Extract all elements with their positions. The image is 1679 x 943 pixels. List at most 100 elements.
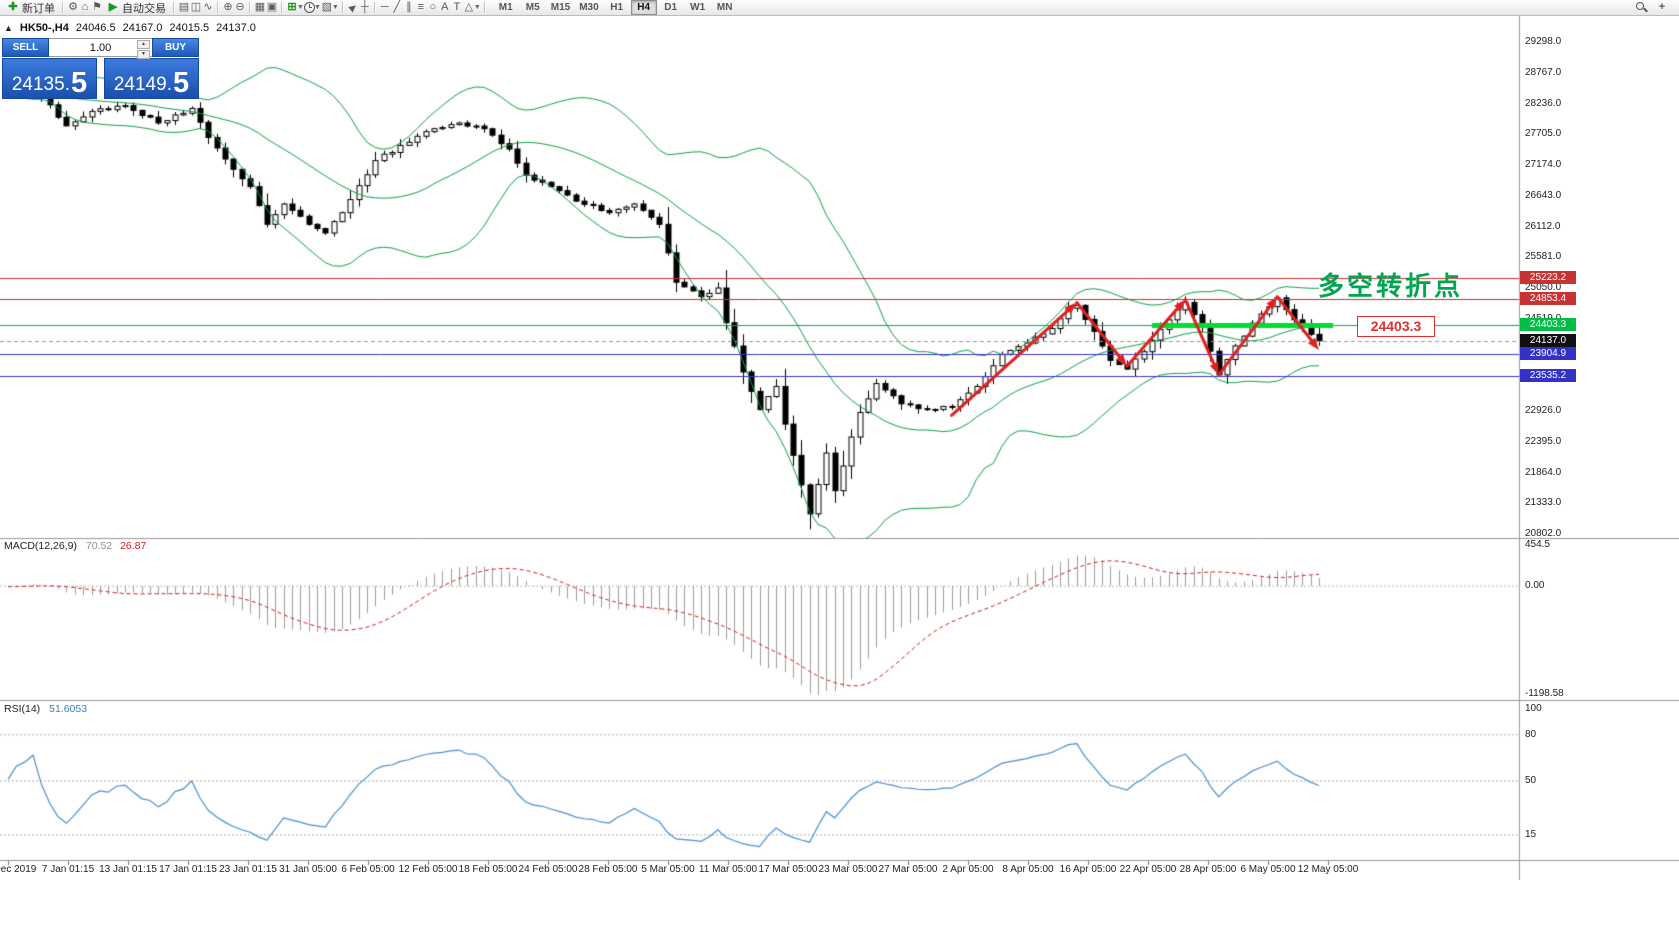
- periods-dropdown-caret[interactable]: ▼: [313, 4, 321, 11]
- date-axis-label: 5 Mar 05:00: [641, 864, 695, 875]
- templates-icon[interactable]: ▧: [321, 1, 333, 13]
- chart-area[interactable]: ▲ HK50-,H4 24046.5 24167.0 24015.5 24137…: [0, 16, 1679, 943]
- bar-chart-icon[interactable]: ▤: [178, 1, 190, 13]
- price-badge: 25223.2: [1520, 270, 1576, 284]
- candlestick-chart-icon[interactable]: ◫: [190, 1, 202, 13]
- new-chart-icon[interactable]: ⊞: [287, 1, 297, 13]
- templates-dropdown-caret[interactable]: ▼: [331, 4, 339, 11]
- search-icon[interactable]: [1635, 1, 1648, 14]
- date-axis-label: 31 Jan 05:00: [279, 864, 337, 875]
- toolbar-separator: [483, 2, 486, 13]
- toolbar-separator: [217, 2, 219, 13]
- fibonacci-icon[interactable]: ≡: [417, 1, 425, 13]
- timeframe-button-m5[interactable]: M5: [525, 2, 540, 13]
- buy-price-main: 24149.: [113, 74, 172, 95]
- shapes-dropdown-caret[interactable]: ▼: [473, 4, 481, 11]
- date-axis-label: 6 May 05:00: [1240, 864, 1296, 875]
- price-badge: 24137.0: [1520, 333, 1576, 347]
- toolbar-separator: [341, 2, 344, 13]
- date-axis-label: 8 Apr 05:00: [1002, 864, 1054, 875]
- rsi-axis-label: 100: [1525, 703, 1542, 714]
- volume-field[interactable]: 1.00 ▲ ▼: [49, 38, 152, 59]
- price-axis-label: 25050.0: [1525, 282, 1562, 293]
- timeframe-button-h4[interactable]: H4: [630, 0, 657, 15]
- timeframe-button-m30[interactable]: M30: [579, 2, 599, 13]
- text-icon[interactable]: A: [441, 1, 449, 13]
- date-axis-label: 12 Feb 05:00: [398, 864, 458, 875]
- price-badge: 24853.4: [1520, 292, 1576, 306]
- toolbar-separator: [249, 2, 251, 13]
- buy-price[interactable]: 24149. 5: [104, 58, 199, 99]
- price-axis-label: 28236.0: [1525, 97, 1562, 109]
- volume-down-button[interactable]: ▼: [137, 50, 150, 59]
- date-axis-label: 22 Apr 05:00: [1119, 864, 1177, 875]
- price-axis-label: 22395.0: [1525, 435, 1562, 447]
- macd-axis-label: -1198.58: [1525, 688, 1564, 700]
- chart-canvas[interactable]: [0, 16, 1679, 880]
- new-order-label: 新订单: [22, 2, 55, 15]
- autotrading-button[interactable]: ▶ 自动交易: [103, 1, 170, 15]
- periods-clock-icon[interactable]: [303, 2, 315, 13]
- date-axis-label: 30 Dec 2019: [0, 864, 37, 875]
- ellipse-icon[interactable]: ○: [429, 1, 437, 13]
- zoom-out-icon[interactable]: ⊖: [235, 1, 245, 13]
- price-axis-label: 28767.0: [1525, 66, 1562, 78]
- buy-price-big-digit: 5: [172, 67, 190, 99]
- horizontal-line-icon[interactable]: ─: [380, 1, 389, 13]
- profiles-icon[interactable]: ⌂: [81, 1, 89, 13]
- ohlc-open: 24046.5: [75, 22, 116, 34]
- one-click-trading-panel: SELL 1.00 ▲ ▼ BUY 24135. 5 24149. 5: [2, 38, 199, 99]
- add-indicator-icon[interactable]: +: [1658, 1, 1666, 13]
- sell-price[interactable]: 24135. 5: [2, 58, 97, 99]
- timeframe-button-m1[interactable]: M1: [498, 2, 513, 13]
- alerts-icon[interactable]: ⚑: [92, 1, 102, 13]
- price-badge: 23535.2: [1520, 368, 1576, 382]
- price-axis-label: 21864.0: [1525, 466, 1562, 478]
- price-axis-label: 26643.0: [1525, 189, 1562, 201]
- one-click-toggle[interactable]: ▲: [4, 23, 13, 33]
- channel-icon[interactable]: ∥: [406, 1, 412, 13]
- label-icon[interactable]: T: [453, 1, 461, 13]
- timeframe-button-d1[interactable]: D1: [664, 2, 678, 13]
- toolbar-separator: [62, 2, 64, 13]
- timeframe-button-mn[interactable]: MN: [716, 2, 733, 13]
- date-axis-label: 24 Feb 05:00: [518, 864, 578, 875]
- autotrading-play-icon: ▶: [108, 1, 118, 13]
- zoom-in-icon[interactable]: ⊕: [223, 1, 233, 13]
- date-axis-label: 12 May 05:00: [1297, 864, 1359, 875]
- sell-button[interactable]: SELL: [2, 38, 49, 57]
- date-axis-label: 17 Jan 01:15: [159, 864, 217, 875]
- chart-header: ▲ HK50-,H4 24046.5 24167.0 24015.5 24137…: [4, 22, 256, 34]
- toolbar-separator: [281, 2, 283, 13]
- cascade-windows-icon[interactable]: ▣: [266, 1, 278, 13]
- timeframe-button-h1[interactable]: H1: [610, 2, 624, 13]
- price-axis[interactable]: 29298.0 28767.0 28236.0 27705.0 27174.0 26643…: [1520, 16, 1679, 880]
- macd-main-value: 70.52: [85, 540, 113, 552]
- price-axis-label: 25581.0: [1525, 251, 1562, 263]
- trendline-icon[interactable]: ╱: [393, 1, 401, 13]
- line-chart-icon[interactable]: ∿: [203, 1, 213, 13]
- timeframe-button-m15[interactable]: M15: [550, 2, 571, 13]
- crosshair-icon[interactable]: ┼: [360, 1, 369, 13]
- rsi-value: 51.6053: [49, 703, 88, 715]
- shapes-icon[interactable]: △: [464, 1, 474, 13]
- tile-windows-icon[interactable]: ▦: [254, 1, 266, 13]
- date-axis-label: 28 Apr 05:00: [1179, 864, 1237, 875]
- new-chart-dropdown-caret[interactable]: ▼: [297, 4, 304, 11]
- sell-price-main: 24135.: [11, 74, 70, 95]
- price-axis-label: 26112.0: [1525, 220, 1561, 232]
- toolbar-right-group: +: [1635, 1, 1676, 14]
- price-badge: 24403.3: [1520, 318, 1576, 332]
- volume-value: 1.00: [89, 41, 112, 54]
- date-axis-label: 6 Feb 05:00: [341, 864, 395, 875]
- timeframe-button-w1[interactable]: W1: [690, 2, 706, 13]
- volume-up-button[interactable]: ▲: [137, 40, 150, 49]
- experts-icon[interactable]: ⚙: [68, 1, 78, 13]
- buy-button[interactable]: BUY: [152, 38, 199, 57]
- toolbar-separator: [373, 2, 376, 13]
- toolbar-separator: [173, 2, 175, 13]
- price-axis-label: 22926.0: [1525, 405, 1562, 416]
- new-order-button[interactable]: ✚ 新订单: [3, 1, 59, 15]
